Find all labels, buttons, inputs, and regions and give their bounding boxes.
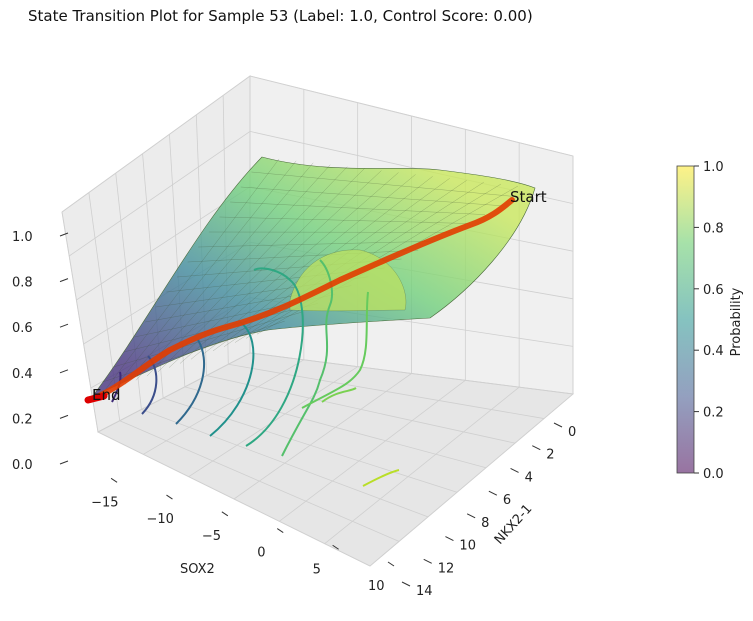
x-tick-label: 0: [257, 546, 265, 561]
x-tick-label: −5: [202, 529, 221, 544]
z-axis-ticks: 0.0 0.2 0.4 0.6 0.8 1.0: [12, 230, 69, 473]
z-tick-label: 0.2: [12, 412, 33, 427]
z-tick-label: 0.6: [12, 321, 33, 336]
colorbar-tick-label: 0.6: [703, 283, 724, 298]
z-tick-mark: [59, 460, 69, 465]
y-tick-label: 2: [546, 448, 554, 463]
z-tick-mark: [59, 323, 69, 328]
y-axis-label: NKX2-1: [492, 502, 536, 548]
x-tick-mark: [276, 528, 284, 533]
colorbar-tick-label: 0.4: [703, 344, 724, 359]
y-tick-label: 0: [568, 425, 576, 440]
x-axis-label: SOX2: [180, 562, 215, 577]
y-tick-mark: [488, 490, 498, 496]
trajectory: [84, 197, 515, 404]
colorbar-tick-label: 0.8: [703, 221, 724, 236]
y-tick-mark: [510, 467, 519, 473]
y-tick-label: 4: [525, 470, 533, 485]
z-tick-label: 0.8: [12, 276, 33, 291]
colorbar-ticks: 0.0 0.2 0.4 0.6 0.8 1.0: [694, 160, 724, 482]
x-tick-mark: [110, 477, 118, 483]
x-tick-mark: [166, 494, 173, 500]
y-tick-mark: [466, 513, 476, 519]
colorbar: 0.0 0.2 0.4 0.6 0.8 1.0 Probability: [676, 160, 744, 482]
z-tick-mark: [59, 278, 69, 283]
y-tick-mark: [445, 536, 454, 542]
y-tick-label: 14: [416, 584, 433, 599]
y-tick-label: 6: [503, 493, 511, 508]
z-tick-label: 0.0: [12, 458, 33, 473]
colorbar-tick-label: 1.0: [703, 160, 724, 175]
z-tick-mark: [59, 232, 69, 237]
y-tick-mark: [423, 558, 432, 564]
z-tick-label: 0.4: [12, 367, 33, 382]
y-tick-label: 10: [459, 539, 476, 554]
colorbar-tick-label: 0.2: [703, 406, 724, 421]
y-tick-mark: [553, 422, 563, 428]
start-label: Start: [510, 188, 547, 206]
colorbar-gradient: [676, 165, 695, 474]
colorbar-label: Probability: [729, 287, 744, 356]
end-label: End: [92, 386, 121, 404]
x-tick-mark: [221, 511, 229, 517]
z-tick-mark: [59, 369, 69, 374]
x-tick-label: −15: [91, 495, 118, 510]
z-tick-mark: [59, 414, 69, 419]
x-tick-label: 10: [368, 579, 385, 594]
x-tick-label: 5: [313, 562, 321, 577]
chart-title: State Transition Plot for Sample 53 (Lab…: [28, 7, 533, 25]
x-axis-ticks: −15 −10 −5 0 5 10: [91, 477, 395, 594]
z-tick-label: 1.0: [12, 230, 33, 245]
colorbar-tick-label: 0.0: [703, 467, 724, 482]
y-tick-label: 12: [438, 561, 455, 576]
y-tick-mark: [401, 581, 411, 587]
x-tick-mark: [332, 544, 339, 550]
x-tick-mark: [387, 561, 395, 567]
y-tick-label: 8: [481, 516, 489, 531]
y-tick-mark: [532, 445, 541, 451]
x-tick-label: −10: [146, 512, 173, 527]
